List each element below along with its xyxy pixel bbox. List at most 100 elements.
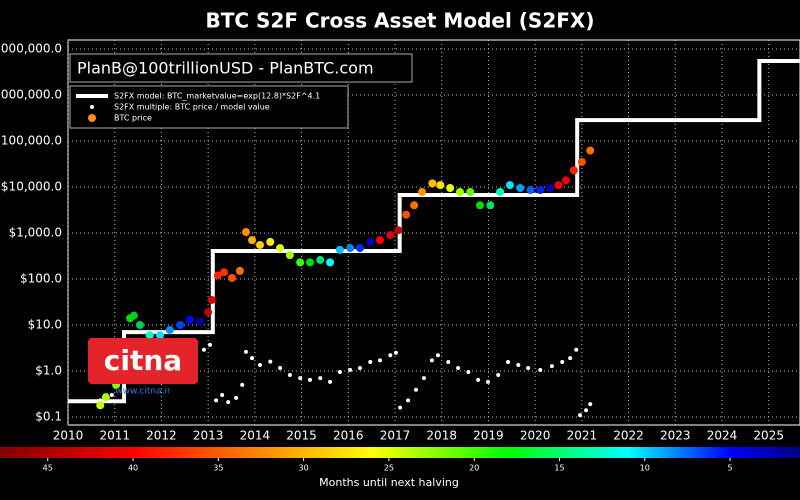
watermark-logo (88, 338, 198, 384)
price-dot (505, 181, 514, 190)
price-dot (213, 271, 222, 280)
x-tick-label: 2015 (286, 429, 317, 443)
multiple-dot (406, 398, 411, 403)
price-dot (335, 245, 344, 254)
colorbar-tick-label: 15 (554, 464, 564, 473)
multiple-dot (250, 356, 255, 361)
colorbar-tick-label: 30 (299, 464, 309, 473)
y-tick-label: $1.0 (35, 364, 62, 378)
price-dot (455, 187, 464, 196)
annotation-box (69, 53, 413, 83)
price-dot (196, 317, 205, 326)
price-dot (129, 311, 138, 320)
multiple-dot (328, 379, 333, 384)
price-dot (296, 258, 305, 267)
colorbar-tick-label: 5 (728, 464, 733, 473)
y-tick-label: $10,000.0 (1, 180, 62, 194)
multiple-dot (388, 353, 393, 358)
price-dot (496, 187, 505, 196)
price-dot (326, 258, 335, 267)
y-tick-label: $10,000,000.0 (0, 42, 62, 56)
multiple-dot (226, 400, 231, 405)
multiple-dot (337, 370, 342, 375)
multiple-dot (220, 393, 225, 398)
multiple-dot (496, 372, 501, 377)
legend-swatch (88, 114, 96, 122)
price-dot (285, 251, 294, 260)
multiple-dot (357, 366, 362, 371)
legend-swatch (90, 105, 94, 109)
price-dot (241, 228, 250, 237)
price-dot (526, 186, 535, 195)
y-tick-label: $100.0 (20, 272, 62, 286)
price-dot (266, 237, 275, 246)
price-dot (204, 308, 213, 317)
multiple-dot (348, 368, 353, 373)
x-tick-label: 2018 (426, 429, 457, 443)
multiple-dot (577, 413, 582, 418)
x-tick-label: 2019 (473, 429, 504, 443)
price-dot (366, 237, 375, 246)
price-dot (516, 184, 525, 193)
price-dot (402, 210, 411, 219)
price-dot (255, 240, 264, 249)
price-dot (235, 266, 244, 275)
price-dot (410, 201, 419, 210)
multiple-dot (506, 359, 511, 364)
colorbar (0, 447, 800, 458)
multiple-dot (214, 398, 219, 403)
price-dot (486, 201, 495, 210)
price-dot (418, 187, 427, 196)
multiple-dot (368, 359, 373, 364)
y-tick-label: $1,000.0 (9, 226, 62, 240)
price-dot (466, 187, 475, 196)
multiple-dot (268, 359, 273, 364)
multiple-dot (234, 395, 239, 400)
colorbar-tick-label: 45 (43, 464, 53, 473)
y-tick-label: $0.1 (35, 409, 62, 423)
price-dot (376, 236, 385, 245)
multiple-dot (298, 376, 303, 381)
colorbar-tick-label: 20 (469, 464, 479, 473)
price-dot (569, 166, 578, 175)
x-tick-label: 2011 (99, 429, 130, 443)
x-tick-label: 2023 (660, 429, 691, 443)
multiple-dot (307, 377, 312, 382)
multiple-dot (287, 372, 292, 377)
multiple-dot (466, 370, 471, 375)
price-dot (185, 315, 194, 324)
multiple-dot (476, 377, 481, 382)
multiple-dot (109, 393, 114, 398)
colorbar-tick-label: 40 (128, 464, 138, 473)
price-dot (101, 393, 110, 402)
price-dot (586, 146, 595, 155)
price-dot (207, 295, 216, 304)
colorbar-tick-label: 25 (384, 464, 394, 473)
multiple-dot (584, 408, 589, 413)
x-tick-label: 2020 (520, 429, 551, 443)
annotation: PlanB@100trillionUSD - PlanBTC.com (77, 59, 374, 78)
watermark-logo-text: citna (104, 344, 182, 377)
multiple-dot (98, 398, 103, 403)
price-dot (220, 268, 229, 277)
x-tick-label: 2024 (707, 429, 738, 443)
x-tick-label: 2022 (613, 429, 644, 443)
multiple-dot (574, 347, 579, 352)
price-dot (554, 181, 563, 190)
multiple-dot (240, 382, 245, 387)
multiple-dot (278, 366, 283, 371)
price-dot (96, 401, 105, 410)
multiple-dot (414, 387, 419, 392)
price-dot (316, 255, 325, 264)
legend-label: S2FX model: BTC_marketvalue=exp(12.8)*S2… (114, 92, 320, 101)
multiple-dot (560, 359, 565, 364)
x-tick-label: 2017 (380, 429, 411, 443)
price-dot (145, 331, 154, 340)
price-dot (446, 184, 455, 193)
y-tick-label: $100,000.0 (0, 134, 62, 148)
legend-label: BTC price (114, 114, 152, 123)
multiple-dot (243, 349, 248, 354)
price-dot (165, 325, 174, 334)
x-tick-label: 2010 (53, 429, 84, 443)
price-dot (476, 201, 485, 210)
